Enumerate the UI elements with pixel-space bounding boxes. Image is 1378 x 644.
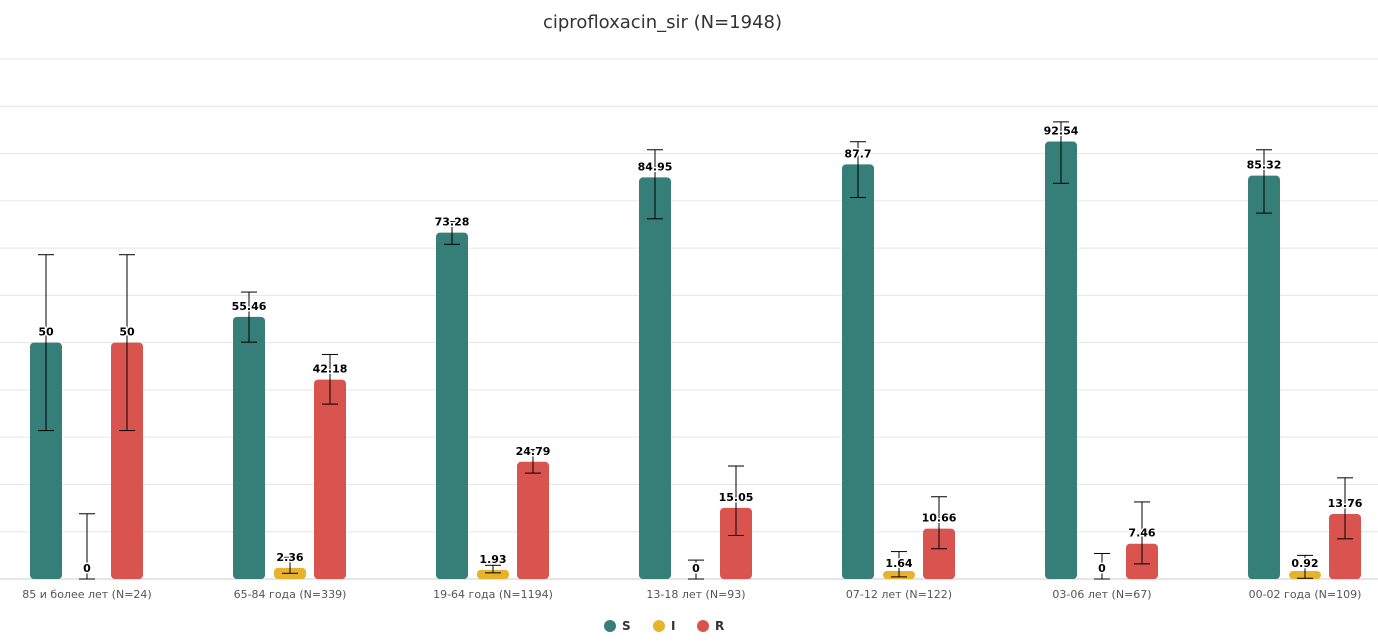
data-label-s-4: 87.7 (844, 147, 871, 160)
error-bar-i-4 (891, 551, 907, 578)
error-bar-s-3 (647, 149, 663, 220)
data-labels: 50 0 50 55.46 2.36 42.18 73.28 1.93 24.79 84.95 0 1… (37, 123, 1364, 576)
data-label-i-2: 1.93 (479, 553, 506, 566)
bar-r-0[interactable] (111, 342, 143, 579)
grid-lines (0, 58, 1378, 580)
legend-label-i: I (671, 619, 675, 633)
bar-s-4[interactable] (842, 164, 874, 579)
bar-s-6[interactable] (1248, 175, 1280, 579)
legend-marker-r (697, 620, 709, 632)
x-tick-label-4: 07-12 лет (N=122) (846, 588, 952, 601)
error-bar-s-2 (444, 221, 460, 245)
error-bars (38, 121, 1353, 580)
data-label-s-1: 55.46 (232, 300, 267, 313)
data-label-i-1: 2.36 (276, 551, 303, 564)
legend-marker-i (653, 620, 665, 632)
data-label-i-0: 0 (83, 562, 91, 575)
data-label-i-3: 0 (692, 562, 700, 575)
x-tick-label-6: 00-02 года (N=109) (1249, 588, 1362, 601)
data-label-r-1: 42.18 (313, 363, 348, 376)
x-tick-label-1: 65-84 года (N=339) (234, 588, 347, 601)
error-bar-r-2 (525, 448, 541, 474)
error-bar-i-1 (282, 556, 298, 574)
legend-label-s: S (622, 619, 631, 633)
error-bar-r-0 (119, 254, 135, 432)
data-label-i-4: 1.64 (885, 557, 912, 570)
data-label-r-3: 15.05 (719, 491, 754, 504)
error-bar-s-6 (1256, 149, 1272, 214)
error-bar-r-5 (1134, 501, 1150, 565)
error-bar-s-5 (1053, 121, 1069, 184)
error-bar-r-4 (931, 496, 947, 550)
bar-s-1[interactable] (233, 316, 265, 579)
data-label-r-0: 50 (119, 326, 135, 339)
legend-marker-s (604, 620, 616, 632)
data-label-s-3: 84.95 (638, 160, 673, 173)
x-tick-label-3: 13-18 лет (N=93) (646, 588, 745, 601)
x-tick-label-0: 85 и более лет (N=24) (22, 588, 151, 601)
data-label-i-6: 0.92 (1291, 557, 1318, 570)
x-axis: 85 и более лет (N=24) 65-84 года (N=339) 1… (22, 588, 1361, 601)
bar-s-2[interactable] (436, 232, 468, 579)
bar-r-1[interactable] (314, 379, 346, 579)
error-bar-s-4 (850, 141, 866, 199)
data-label-i-5: 0 (1098, 562, 1106, 575)
bar-r-2[interactable] (517, 461, 549, 579)
bar-s-3[interactable] (639, 177, 671, 579)
error-bar-i-2 (485, 564, 501, 574)
bar-r-3[interactable] (720, 507, 752, 579)
data-label-s-0: 50 (38, 326, 54, 339)
legend-item-r[interactable]: R (697, 619, 724, 633)
data-label-s-2: 73.28 (435, 216, 470, 229)
error-bar-s-1 (241, 291, 257, 343)
data-label-s-5: 92.54 (1044, 125, 1079, 138)
data-label-r-6: 13.76 (1328, 497, 1363, 510)
x-tick-label-5: 03-06 лет (N=67) (1052, 588, 1151, 601)
data-label-r-4: 10.66 (922, 512, 957, 525)
bar-s-5[interactable] (1045, 141, 1077, 579)
chart-title: ciprofloxacin_sir (N=1948) (542, 12, 783, 33)
error-bar-r-1 (322, 353, 338, 405)
error-bar-s-0 (38, 254, 54, 432)
data-label-r-2: 24.79 (516, 445, 551, 458)
legend-label-r: R (715, 619, 724, 633)
error-bar-r-6 (1337, 477, 1353, 540)
error-bar-i-5 (1094, 552, 1110, 580)
bar-i-2[interactable] (477, 569, 509, 579)
error-bar-i-0 (79, 513, 95, 580)
error-bar-i-6 (1297, 554, 1313, 579)
legend-item-s[interactable]: S (604, 619, 631, 633)
legend-item-i[interactable]: I (653, 619, 675, 633)
x-tick-label-2: 19-64 года (N=1194) (433, 588, 553, 601)
bar-r-6[interactable] (1329, 513, 1361, 579)
data-label-s-6: 85.32 (1247, 159, 1282, 172)
error-bar-i-3 (688, 559, 704, 580)
bar-s-0[interactable] (30, 342, 62, 579)
bars (30, 141, 1361, 579)
error-bar-r-3 (728, 465, 744, 537)
bar-r-4[interactable] (923, 528, 955, 579)
data-label-r-5: 7.46 (1128, 527, 1155, 540)
